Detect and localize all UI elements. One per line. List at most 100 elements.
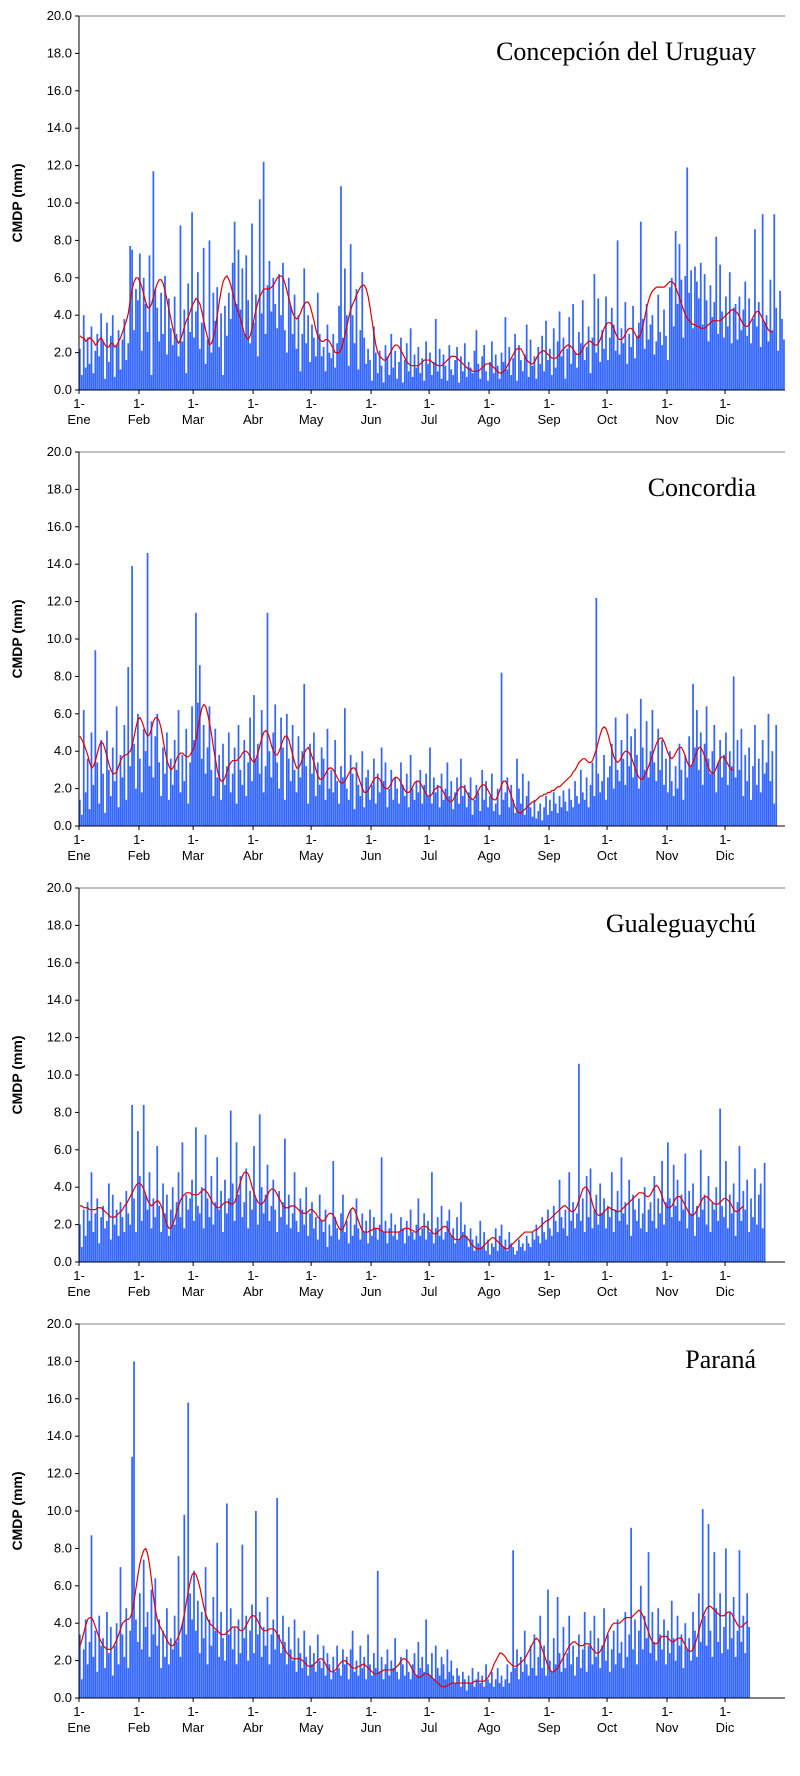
bar xyxy=(500,1224,503,1262)
bar xyxy=(272,1619,275,1698)
bar xyxy=(314,1217,317,1262)
bar xyxy=(599,792,602,826)
bar xyxy=(295,348,298,390)
bar xyxy=(489,1254,491,1262)
bar xyxy=(222,1638,224,1698)
bar xyxy=(587,807,590,826)
bar xyxy=(525,1664,528,1698)
bar xyxy=(169,328,172,390)
bar xyxy=(394,777,397,826)
y-tick-label: 10.0 xyxy=(47,1503,72,1518)
y-tick-label: 12.0 xyxy=(47,1030,72,1045)
bar xyxy=(357,1675,360,1698)
bar xyxy=(703,1615,706,1698)
bar xyxy=(651,1611,654,1698)
bar xyxy=(425,1239,427,1262)
bar xyxy=(446,380,449,390)
bar xyxy=(740,1641,743,1698)
bar xyxy=(80,375,83,390)
bar xyxy=(667,792,669,826)
bar xyxy=(516,1649,518,1698)
bar xyxy=(208,1217,211,1262)
bar xyxy=(504,317,507,390)
bar xyxy=(705,706,708,826)
bar xyxy=(732,307,735,390)
x-tick-label-day: 1- xyxy=(187,396,199,411)
bar xyxy=(251,223,253,390)
bar xyxy=(411,1664,414,1698)
bar xyxy=(222,743,224,826)
bar xyxy=(719,1108,721,1262)
bar xyxy=(133,1198,135,1262)
bar xyxy=(744,1209,747,1262)
bar xyxy=(307,315,309,390)
bar xyxy=(241,268,244,390)
bar xyxy=(436,1217,439,1262)
y-tick-label: 20.0 xyxy=(47,444,72,459)
bar xyxy=(653,762,656,826)
bar xyxy=(133,1361,135,1698)
bar xyxy=(361,272,364,390)
bar xyxy=(278,788,280,826)
bar xyxy=(560,1671,563,1698)
bar xyxy=(297,1232,300,1262)
bar xyxy=(332,333,335,390)
x-tick-label-day: 1- xyxy=(247,832,259,847)
bar xyxy=(216,1157,219,1262)
bar xyxy=(514,1668,516,1698)
bar xyxy=(133,330,135,390)
bar xyxy=(400,337,402,390)
bar xyxy=(744,754,747,826)
bar xyxy=(452,1675,455,1698)
bar xyxy=(171,784,174,826)
bar xyxy=(448,796,451,826)
bar xyxy=(256,356,259,390)
bar xyxy=(603,1608,605,1698)
bar xyxy=(783,339,785,390)
bar xyxy=(249,343,251,390)
bar xyxy=(137,300,139,390)
bar xyxy=(442,1239,445,1262)
bar xyxy=(166,1194,168,1262)
bar xyxy=(119,1567,122,1698)
x-tick-label-day: 1- xyxy=(601,1268,613,1283)
bar xyxy=(726,784,729,826)
bar xyxy=(502,361,505,390)
bar xyxy=(291,725,294,826)
bar xyxy=(750,799,752,826)
bar xyxy=(407,807,410,826)
bar xyxy=(672,1638,675,1698)
bar xyxy=(293,769,296,826)
y-tick-label: 16.0 xyxy=(47,519,72,534)
bar xyxy=(659,1213,662,1262)
bar xyxy=(638,788,640,826)
bar xyxy=(309,361,311,390)
bar xyxy=(378,1224,381,1262)
bar xyxy=(175,769,178,826)
bar xyxy=(427,1664,429,1698)
bar xyxy=(125,799,128,826)
bar xyxy=(409,1679,412,1698)
bar xyxy=(578,332,580,390)
bar xyxy=(709,285,712,390)
bar xyxy=(129,766,132,826)
bar xyxy=(402,382,404,390)
bar xyxy=(115,706,118,826)
bar xyxy=(249,717,251,826)
bar xyxy=(324,799,327,826)
bar xyxy=(423,1671,426,1698)
bar xyxy=(489,796,491,826)
bar xyxy=(773,803,776,826)
bar xyxy=(736,339,739,390)
bar xyxy=(129,246,132,390)
bar xyxy=(450,369,453,390)
bar xyxy=(113,1645,116,1698)
bar xyxy=(545,796,547,826)
bar xyxy=(684,275,687,390)
bar xyxy=(280,717,282,826)
bar xyxy=(282,1202,284,1262)
y-tick-label: 4.0 xyxy=(54,307,72,322)
bar xyxy=(274,1209,277,1262)
x-tick-label-month: Oct xyxy=(597,412,618,427)
bar xyxy=(585,1175,588,1262)
